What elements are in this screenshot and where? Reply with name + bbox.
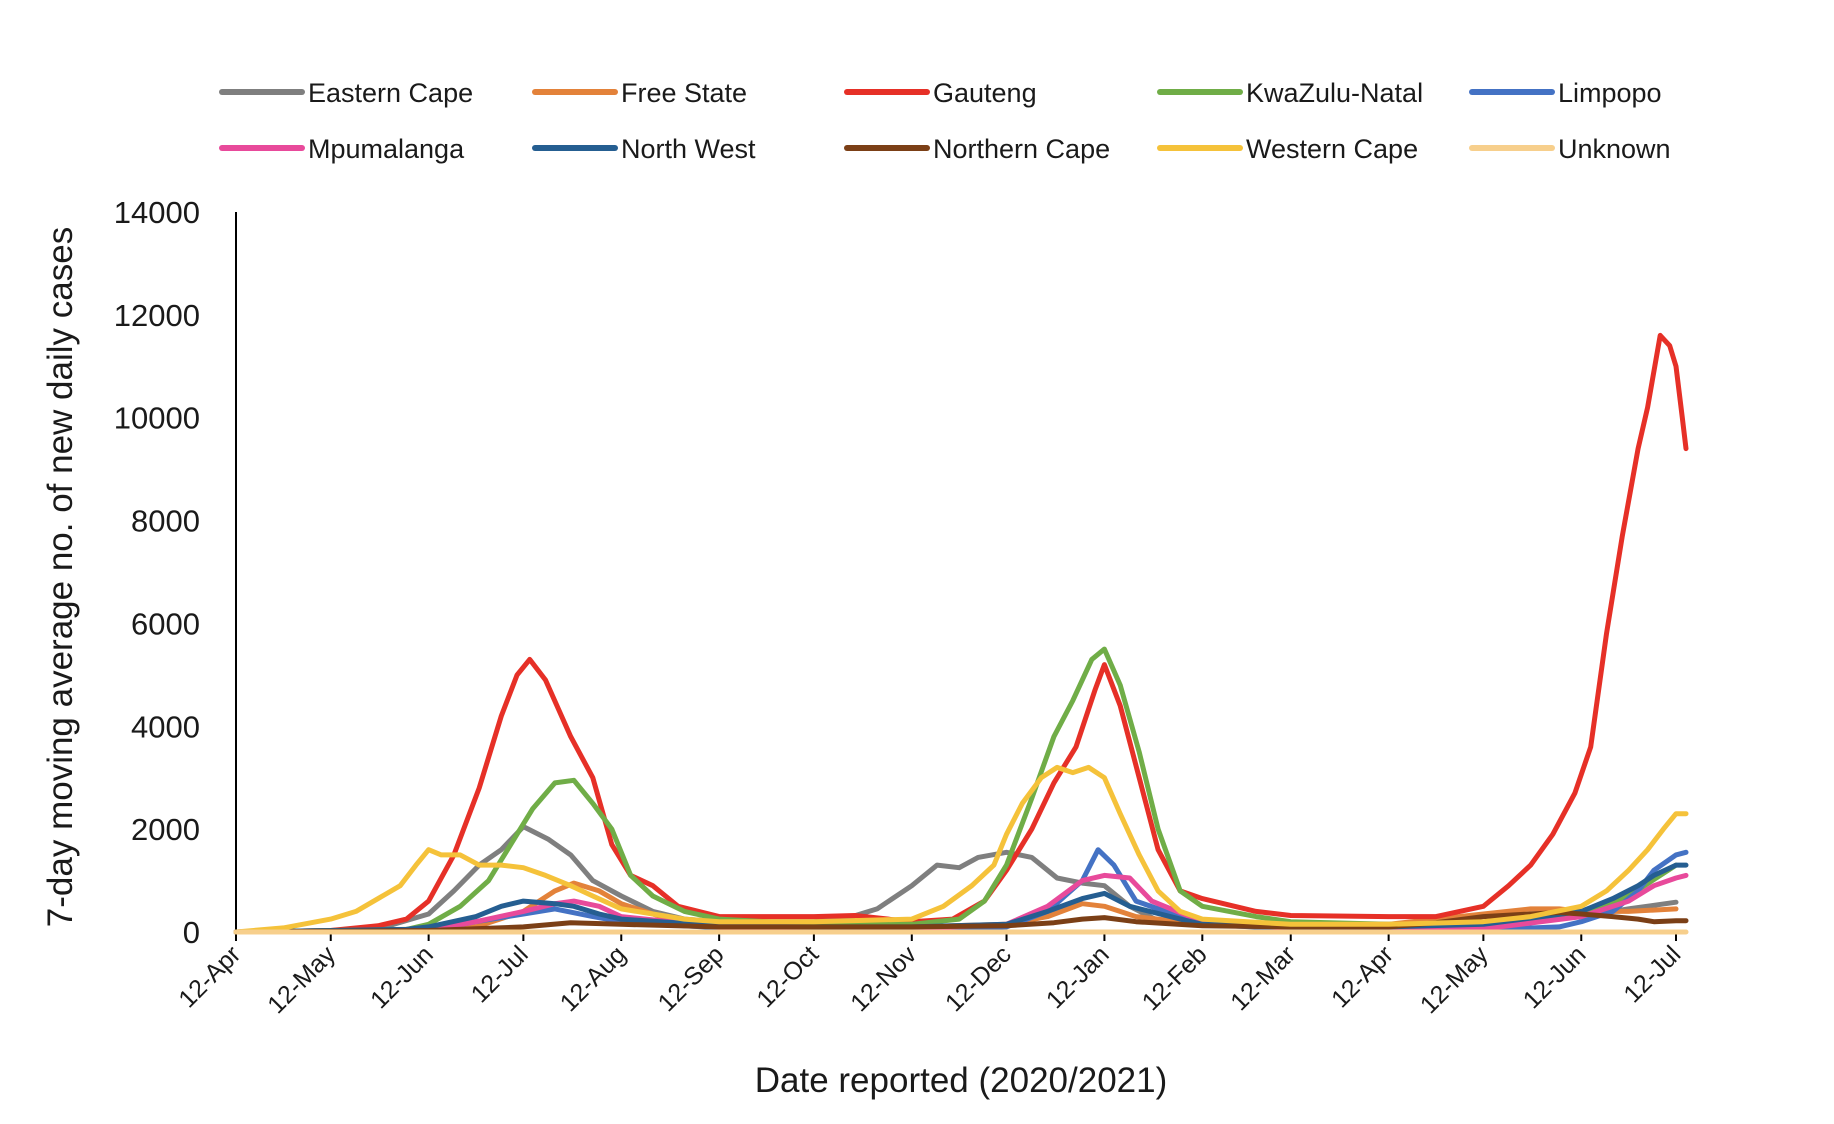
x-tick-label: 12-May: [1415, 940, 1494, 1019]
series-line-gauteng: [233, 332, 1689, 935]
legend-item-free-state: Free State: [532, 78, 747, 108]
y-tick-label: 2000: [131, 812, 200, 847]
series-line-north-west: [233, 862, 1689, 935]
x-tick-label: 12-May: [262, 940, 341, 1019]
legend-item-gauteng: Gauteng: [844, 78, 1037, 108]
legend-item-limpopo: Limpopo: [1469, 78, 1662, 108]
x-tick-label: 12-Apr: [173, 940, 246, 1013]
chart-legend: Eastern Cape Free State Gauteng KwaZulu-Nat…: [219, 78, 1671, 164]
y-tick-label: 6000: [131, 606, 200, 641]
y-tick-label: 10000: [114, 401, 200, 436]
series-line-free-state: [233, 880, 1679, 935]
x-tick-label: 12-Feb: [1137, 940, 1213, 1016]
legend-label: Mpumalanga: [308, 134, 465, 164]
series-line-northern-cape: [233, 910, 1689, 935]
series-line-kwazulu-natal: [233, 646, 1679, 935]
legend-label: Limpopo: [1558, 78, 1662, 108]
x-tick-label: 12-Jun: [1518, 940, 1592, 1014]
x-axis: 12-Apr 12-May 12-Jun 12-Jul 12-Aug 12-Sep 12-O…: [173, 931, 1686, 1019]
y-tick-label: 0: [183, 915, 200, 950]
x-tick-label: 12-Jul: [466, 940, 534, 1008]
series-line-western-cape: [233, 764, 1689, 935]
x-tick-label: 12-Mar: [1225, 940, 1301, 1016]
legend-item-western-cape: Western Cape: [1157, 134, 1418, 164]
x-tick-label: 12-Aug: [555, 940, 632, 1017]
x-tick-label: 12-Jun: [365, 940, 439, 1014]
x-tick-label: 12-Jul: [1618, 940, 1686, 1008]
legend-item-kwazulu-natal: KwaZulu-Natal: [1157, 78, 1423, 108]
series-layer: [233, 332, 1689, 935]
x-tick-label: 12-Sep: [653, 940, 730, 1017]
y-tick-label: 14000: [114, 195, 200, 230]
legend-label: Free State: [621, 78, 747, 108]
y-tick-label: 4000: [131, 709, 200, 744]
y-axis: 0 2000 4000 6000 8000 10000 12000 14000: [114, 195, 237, 950]
legend-item-north-west: North West: [532, 134, 756, 164]
legend-label: North West: [621, 134, 756, 164]
x-axis-title: Date reported (2020/2021): [755, 1061, 1168, 1100]
legend-item-unknown: Unknown: [1469, 134, 1671, 164]
y-tick-label: 8000: [131, 504, 200, 539]
x-tick-label: 12-Nov: [845, 940, 922, 1017]
legend-label: Unknown: [1558, 134, 1671, 164]
legend-label: Western Cape: [1246, 134, 1418, 164]
x-tick-label: 12-Jan: [1041, 940, 1115, 1014]
legend-item-mpumalanga: Mpumalanga: [219, 134, 465, 164]
y-tick-label: 12000: [114, 298, 200, 333]
legend-label: KwaZulu-Natal: [1246, 78, 1423, 108]
legend-label: Eastern Cape: [308, 78, 473, 108]
x-tick-label: 12-Apr: [1326, 940, 1399, 1013]
legend-label: Gauteng: [933, 78, 1037, 108]
x-tick-label: 12-Oct: [751, 940, 824, 1013]
legend-item-eastern-cape: Eastern Cape: [219, 78, 473, 108]
legend-item-northern-cape: Northern Cape: [844, 134, 1110, 164]
legend-label: Northern Cape: [933, 134, 1110, 164]
y-axis-title: 7-day moving average no. of new daily ca…: [41, 227, 80, 927]
x-tick-label: 12-Dec: [940, 940, 1017, 1017]
